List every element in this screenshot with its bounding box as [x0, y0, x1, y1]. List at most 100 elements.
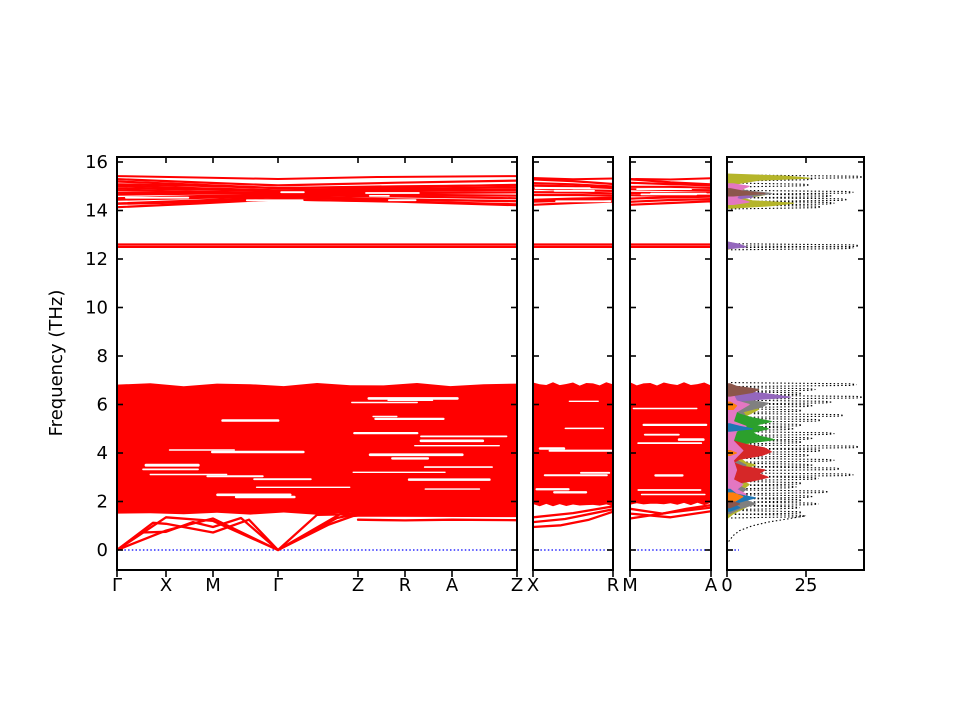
band-gap-streak — [168, 449, 235, 451]
band-gap-streak — [211, 450, 305, 454]
upper-optical-band — [630, 194, 711, 198]
band-gap-streak — [424, 488, 481, 490]
band-gap-streak — [142, 468, 199, 471]
y-tick-label: 6 — [97, 395, 108, 416]
band-gap-streak — [553, 491, 588, 494]
dos-dotted-peak — [730, 408, 803, 414]
upper-optical-band — [533, 191, 613, 195]
dos-curve-brown — [727, 500, 741, 509]
band-gap-streak — [654, 474, 684, 477]
dos-dotted-peak — [730, 448, 822, 454]
band-panel-1 — [117, 175, 517, 552]
band-gap-streak — [388, 199, 417, 202]
band-gap-streak — [420, 435, 508, 438]
band-gap-streak — [372, 415, 398, 418]
dos-dotted-peak — [730, 513, 807, 519]
band-gap-streak — [543, 474, 608, 477]
band-gap-streak — [640, 493, 706, 496]
upper-optical-band — [533, 178, 613, 186]
x-tick-label: A — [446, 575, 459, 596]
dos-dotted-peak — [730, 480, 803, 486]
optical-band-cluster — [117, 383, 517, 515]
upper-optical-band — [117, 178, 517, 187]
upper-optical-band — [533, 196, 613, 201]
band-gap-streak — [245, 199, 304, 202]
upper-optical-band — [533, 187, 613, 192]
band-gap-streak — [125, 196, 190, 199]
band-gap-streak — [234, 495, 296, 499]
band-gap-streak — [353, 432, 419, 435]
dos-dotted-peak — [730, 391, 803, 397]
topmost-band — [533, 177, 613, 181]
x-tick-label: Γ — [273, 575, 283, 596]
band-gap-streak — [352, 471, 446, 473]
band-gap-streak — [564, 427, 605, 430]
x-tick-label: Z — [352, 575, 364, 596]
band-gap-streak — [387, 399, 434, 401]
band-gap-streak — [548, 449, 613, 452]
band-gap-streak — [553, 189, 595, 192]
y-tick-label: 0 — [97, 540, 108, 561]
x-tick-label: 25 — [795, 575, 818, 596]
dos-dotted-peak — [730, 182, 810, 188]
upper-optical-band — [630, 185, 711, 189]
dos-dotted-peak — [730, 497, 803, 503]
upper-optical-band — [533, 193, 613, 198]
dos-dotted-peak — [730, 484, 797, 490]
band-gap-streak — [580, 471, 611, 474]
upper-optical-band — [630, 200, 711, 206]
band-gap-streak — [368, 195, 390, 197]
band-gap-streak — [555, 200, 612, 203]
acoustic-branch — [533, 508, 613, 524]
band-gap-streak — [255, 486, 351, 488]
y-axis-title: Frequency (THz) — [46, 290, 67, 437]
dos-dotted-peak — [730, 422, 803, 428]
band-gap-streak — [534, 187, 591, 190]
topmost-band — [630, 177, 711, 181]
dos-curve-purple — [727, 241, 747, 250]
band-gap-streak — [280, 191, 305, 194]
acoustic-branch — [356, 518, 517, 522]
x-tick-label: Z — [511, 575, 523, 596]
dos-panel — [727, 173, 863, 551]
y-tick-label: 4 — [97, 443, 108, 464]
upper-optical-band — [630, 178, 711, 186]
band-panel-3 — [630, 177, 711, 551]
dos-panel-frame: 0 25 — [721, 156, 865, 596]
x-tick-label: A — [705, 575, 718, 596]
dos-dotted-peak — [730, 444, 860, 450]
acoustic-branch — [630, 510, 711, 519]
upper-optical-band — [533, 184, 613, 191]
y-tick-label: 8 — [97, 346, 108, 367]
acoustic-branch — [117, 511, 517, 552]
acoustic-branch — [533, 510, 613, 529]
x-tick-label: X — [160, 575, 172, 596]
x-tick-label: 0 — [721, 575, 732, 596]
band-gap-streak — [637, 489, 702, 491]
band-gap-streak — [253, 478, 312, 481]
band-gap-streak — [367, 397, 459, 400]
upper-optical-band — [533, 200, 613, 206]
y-axis-labels: 0 2 4 6 8 10 12 14 16 Frequency (THz) — [46, 152, 108, 561]
x-tick-label: X — [527, 575, 539, 596]
dos-dotted-peak — [730, 509, 803, 515]
band-gap-streak — [365, 192, 420, 194]
dos-dotted-peak — [730, 466, 841, 472]
dos-dotted-peak — [730, 197, 848, 203]
dos-curve-brown — [727, 188, 766, 197]
band-gap-streak — [407, 478, 491, 481]
upper-optical-band — [117, 180, 517, 190]
x-tick-label: M — [622, 575, 638, 596]
band-gap-streak — [351, 401, 418, 404]
band-gap-streak — [374, 417, 445, 420]
upper-optical-band — [117, 184, 517, 192]
y-tick-label: 14 — [85, 201, 108, 222]
band-panel-2 — [533, 177, 613, 551]
upper-optical-band — [630, 181, 711, 187]
band-gap-streak — [637, 442, 703, 444]
upper-optical-band — [630, 195, 711, 200]
band-gap-streak — [391, 457, 430, 460]
